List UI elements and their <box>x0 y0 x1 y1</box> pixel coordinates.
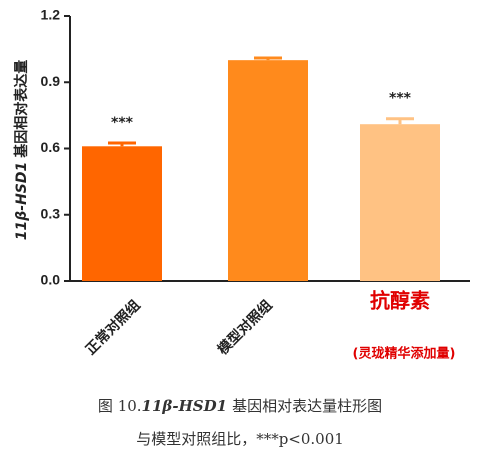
category-note: (灵珑精华添加量) <box>353 346 456 362</box>
bar <box>82 146 162 281</box>
caption-rest: 基因相对表达量柱形图 <box>232 397 382 415</box>
y-tick-label: 0.6 <box>41 139 61 155</box>
y-tick-label: 1.2 <box>41 7 61 23</box>
y-axis-label: 11β-HSD1 基因相对表达量 <box>13 60 30 240</box>
significance: *** <box>111 115 134 131</box>
error-bar <box>108 141 136 147</box>
caption-line1: 图 10.11β-HSD1 基因相对表达量柱形图 <box>98 397 382 415</box>
bar <box>360 124 440 281</box>
error-bar <box>254 56 282 61</box>
y-tick-label: 0.3 <box>41 205 61 221</box>
y-label-gene: 11β-HSD1 <box>14 162 30 240</box>
error-bar <box>386 117 414 125</box>
caption-gene: 11β-HSD1 <box>142 397 228 415</box>
y-tick-label: 0.9 <box>41 73 61 89</box>
bar <box>228 60 308 281</box>
significance: *** <box>389 91 412 107</box>
y-tick-label: 0.0 <box>41 272 61 288</box>
x-tick-label: 模型对照组 <box>214 297 276 359</box>
caption-line2: 与模型对照组比，***p<0.001 <box>136 430 344 448</box>
y-label-rest: 基因相对表达量 <box>13 60 30 158</box>
x-tick-label: 抗醇素 <box>370 289 430 313</box>
x-tick-label: 正常对照组 <box>82 297 144 359</box>
caption-prefix: 图 10. <box>98 397 142 415</box>
